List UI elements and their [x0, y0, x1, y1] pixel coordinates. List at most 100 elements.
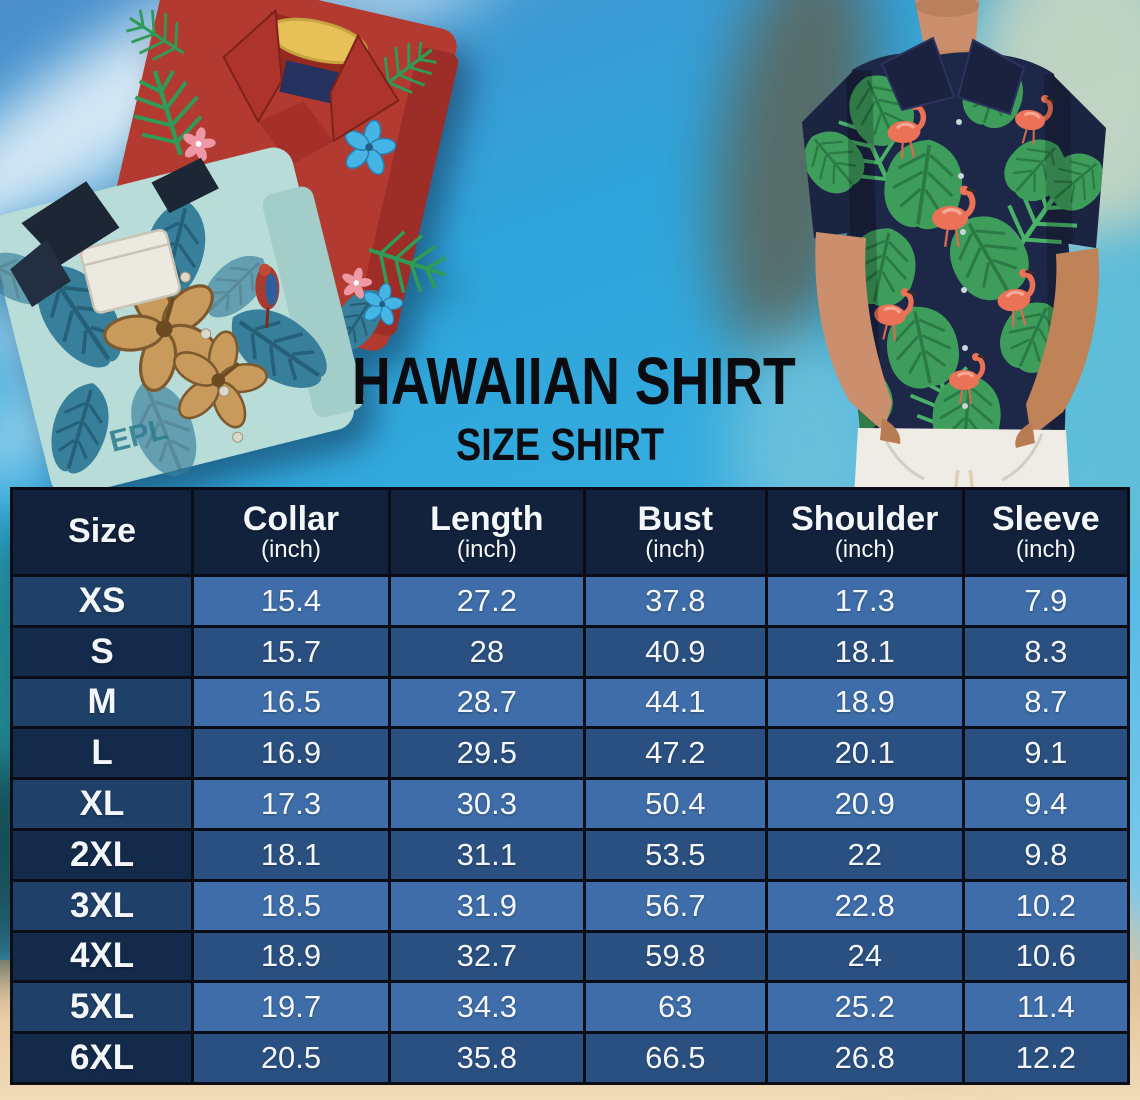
table-row: 6XL 20.5 35.8 66.5 26.8 12.2 [13, 1034, 1127, 1082]
table-header-row: Size Collar (inch) Length (inch) Bust (inch… [13, 490, 1127, 574]
value-cell: 10.6 [964, 932, 1127, 981]
size-chart-table: Size Collar (inch) Length (inch) Bust (inch… [10, 487, 1130, 1085]
value-cell: 63 [585, 983, 765, 1032]
column-header-label: Shoulder [791, 499, 939, 538]
column-header-collar: Collar (inch) [194, 490, 388, 574]
value-cell: 56.7 [585, 881, 765, 930]
column-header-sleeve: Sleeve (inch) [964, 490, 1127, 574]
size-cell: 6XL [13, 1034, 192, 1082]
value-cell: 18.9 [767, 678, 962, 727]
parrot-print [255, 263, 280, 328]
value-cell: 22.8 [767, 881, 962, 930]
value-cell: 26.8 [767, 1034, 962, 1082]
value-cell: 35.8 [390, 1034, 583, 1082]
value-cell: 17.3 [767, 577, 962, 625]
shirt-buttons [956, 119, 968, 409]
table-row: XS 15.4 27.2 37.8 17.3 7.9 [13, 577, 1127, 625]
value-cell: 12.2 [964, 1034, 1127, 1082]
size-cell: 3XL [13, 881, 192, 930]
column-header-label: Size [68, 512, 137, 551]
value-cell: 15.4 [194, 577, 388, 625]
model-photo [802, 0, 1106, 532]
table-row: 3XL 18.5 31.9 56.7 22.8 10.2 [13, 881, 1127, 930]
value-cell: 30.3 [390, 780, 583, 828]
value-cell: 20.1 [767, 729, 962, 778]
value-cell: 66.5 [585, 1034, 765, 1082]
column-header-unit: (inch) [1015, 536, 1076, 564]
value-cell: 50.4 [585, 780, 765, 828]
model-right-arm [1026, 248, 1099, 437]
column-header-length: Length (inch) [390, 490, 583, 574]
value-cell: 31.1 [390, 830, 583, 879]
value-cell: 11.4 [964, 983, 1127, 1032]
value-cell: 28 [390, 627, 583, 676]
value-cell: 40.9 [585, 627, 765, 676]
page-title: HAWAIIAN SHIRT [352, 344, 796, 419]
column-header-unit: (inch) [456, 536, 517, 564]
neck-label [279, 60, 344, 105]
shirt-collar [880, 36, 956, 112]
table-row: S 15.7 28 40.9 18.1 8.3 [13, 627, 1127, 676]
value-cell: 25.2 [767, 983, 962, 1032]
value-cell: 19.7 [194, 983, 388, 1032]
column-header-label: Length [430, 499, 544, 538]
column-header-shoulder: Shoulder (inch) [767, 490, 962, 574]
teal-hawaiian-shirt: EPL [0, 147, 364, 496]
value-cell: 16.5 [194, 678, 388, 727]
value-cell: 53.5 [585, 830, 765, 879]
size-cell: 5XL [13, 983, 192, 1032]
column-header-unit: (inch) [645, 536, 706, 564]
table-row: 4XL 18.9 32.7 59.8 24 10.6 [13, 932, 1127, 981]
value-cell: 18.1 [767, 627, 962, 676]
column-header-label: Sleeve [991, 499, 1100, 538]
value-cell: 22 [767, 830, 962, 879]
value-cell: 59.8 [585, 932, 765, 981]
value-cell: 18.1 [194, 830, 388, 879]
value-cell: 32.7 [390, 932, 583, 981]
value-cell: 29.5 [390, 729, 583, 778]
value-cell: 20.5 [194, 1034, 388, 1082]
value-cell: 28.7 [390, 678, 583, 727]
size-cell: L [13, 729, 192, 778]
value-cell: 18.9 [194, 932, 388, 981]
column-header-bust: Bust (inch) [585, 490, 765, 574]
value-cell: 7.9 [964, 577, 1127, 625]
title-block: HAWAIIAN SHIRT SIZE SHIRT [300, 348, 820, 467]
value-cell: 18.5 [194, 881, 388, 930]
value-cell: 17.3 [194, 780, 388, 828]
model-left-arm [815, 232, 892, 432]
value-cell: 37.8 [585, 577, 765, 625]
page-subtitle: SIZE SHIRT [456, 419, 664, 470]
size-cell: M [13, 678, 192, 727]
size-cell: 4XL [13, 932, 192, 981]
table-row: L 16.9 29.5 47.2 20.1 9.1 [13, 729, 1127, 778]
size-cell: XL [13, 780, 192, 828]
size-cell: S [13, 627, 192, 676]
value-cell: 47.2 [585, 729, 765, 778]
column-header-unit: (inch) [260, 536, 321, 564]
value-cell: 16.9 [194, 729, 388, 778]
value-cell: 9.4 [964, 780, 1127, 828]
value-cell: 8.7 [964, 678, 1127, 727]
value-cell: 34.3 [390, 983, 583, 1032]
column-header-label: Bust [637, 499, 714, 538]
value-cell: 24 [767, 932, 962, 981]
value-cell: 27.2 [390, 577, 583, 625]
value-cell: 10.2 [964, 881, 1127, 930]
value-cell: 44.1 [585, 678, 765, 727]
value-cell: 9.1 [964, 729, 1127, 778]
size-cell: XS [13, 577, 192, 625]
value-cell: 15.7 [194, 627, 388, 676]
table-row: 2XL 18.1 31.1 53.5 22 9.8 [13, 830, 1127, 879]
value-cell: 31.9 [390, 881, 583, 930]
table-row: M 16.5 28.7 44.1 18.9 8.7 [13, 678, 1127, 727]
table-row: 5XL 19.7 34.3 63 25.2 11.4 [13, 983, 1127, 1032]
folded-shirts-photo: M [0, 0, 459, 496]
size-cell: 2XL [13, 830, 192, 879]
column-header-size: Size [13, 490, 192, 574]
value-cell: 20.9 [767, 780, 962, 828]
chest-pocket [79, 228, 181, 314]
column-header-label: Collar [242, 499, 340, 538]
table-row: XL 17.3 30.3 50.4 20.9 9.4 [13, 780, 1127, 828]
